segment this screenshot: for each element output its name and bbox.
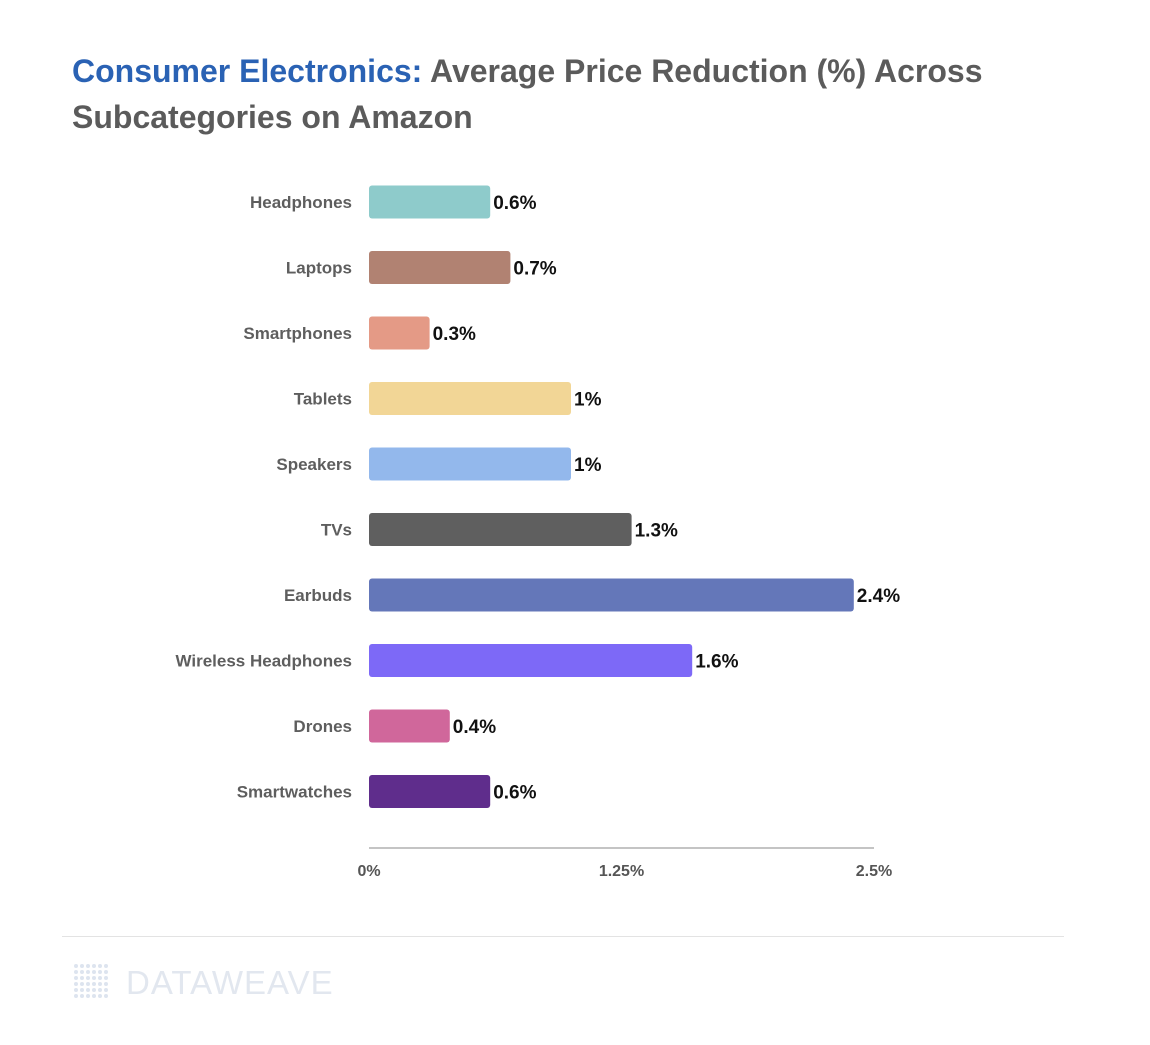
logo-dot [80, 994, 84, 998]
x-tick-label: 1.25% [599, 863, 644, 880]
category-label: Smartphones [243, 324, 352, 343]
value-label: 0.7% [513, 259, 556, 280]
category-label: Earbuds [284, 586, 352, 605]
category-label: Drones [293, 717, 352, 736]
logo-dot [98, 982, 102, 986]
logo-dot [86, 982, 90, 986]
chart-title-rest: Average Price Reduction (%) Across Subca… [72, 53, 983, 135]
logo-dot [80, 982, 84, 986]
logo-dot [74, 964, 78, 968]
chart-title: Consumer Electronics: Average Price Redu… [72, 48, 1072, 140]
logo-dot [80, 964, 84, 968]
logo-dot [86, 988, 90, 992]
value-label: 0.6% [493, 783, 536, 804]
value-label: 1.6% [695, 652, 738, 673]
value-label: 1% [574, 455, 602, 476]
logo-dot [92, 970, 96, 974]
bars-group: Headphones 0.6% Laptops 0.7% Smartphones 0.3%… [175, 185, 900, 808]
logo-dot [92, 982, 96, 986]
logo-dot [80, 976, 84, 980]
category-label: TVs [321, 521, 352, 540]
logo-dot [74, 982, 78, 986]
logo-dots-icon [74, 964, 114, 1002]
logo-dot [104, 994, 108, 998]
logo-dot [98, 970, 102, 974]
value-label: 0.3% [433, 324, 476, 345]
logo-dot [104, 988, 108, 992]
logo-dot [74, 970, 78, 974]
logo-dot [92, 964, 96, 968]
bar [369, 513, 632, 546]
logo-dot [104, 982, 108, 986]
logo-dot [104, 976, 108, 980]
value-label: 1% [574, 390, 602, 411]
logo-dot [86, 994, 90, 998]
logo-dot [92, 988, 96, 992]
value-label: 0.6% [493, 193, 536, 214]
category-label: Laptops [286, 259, 352, 278]
value-label: 0.4% [453, 717, 496, 738]
bar [369, 644, 693, 677]
logo-dot [86, 976, 90, 980]
bar [369, 709, 450, 743]
logo-dot [98, 976, 102, 980]
bar [369, 578, 854, 612]
bar [369, 251, 511, 284]
logo-dot [74, 994, 78, 998]
bar [369, 316, 430, 350]
x-tick-label: 0% [357, 863, 380, 880]
bar [369, 382, 571, 415]
category-label: Headphones [250, 193, 352, 212]
category-label: Wireless Headphones [175, 652, 352, 671]
bar [369, 447, 571, 481]
logo-dot [80, 970, 84, 974]
logo-text: DATAWEAVE [126, 964, 334, 1001]
logo-dot [74, 988, 78, 992]
bar [369, 775, 491, 808]
x-tick-label: 2.5% [856, 863, 892, 880]
bar [369, 185, 491, 219]
logo-dot [74, 976, 78, 980]
category-label: Smartwatches [237, 783, 352, 802]
logo-dot [98, 964, 102, 968]
footer-divider [62, 936, 1064, 937]
category-label: Tablets [294, 390, 352, 409]
logo-dot [86, 964, 90, 968]
logo-dot [104, 970, 108, 974]
bar-chart: Headphones 0.6% Laptops 0.7% Smartphones 0.3%… [175, 185, 900, 880]
logo-dot [86, 970, 90, 974]
logo-dot [98, 994, 102, 998]
x-axis-ticks: 0% 1.25% 2.5% [357, 863, 892, 880]
value-label: 1.3% [635, 521, 678, 542]
category-label: Speakers [276, 455, 352, 474]
value-label: 2.4% [857, 586, 900, 607]
logo-dot [92, 976, 96, 980]
logo-dot [80, 988, 84, 992]
logo-dot [104, 964, 108, 968]
chart-title-highlight: Consumer Electronics: [72, 53, 423, 89]
logo-dot [92, 994, 96, 998]
dataweave-logo: DATAWEAVE [74, 964, 334, 1002]
logo-dot [98, 988, 102, 992]
